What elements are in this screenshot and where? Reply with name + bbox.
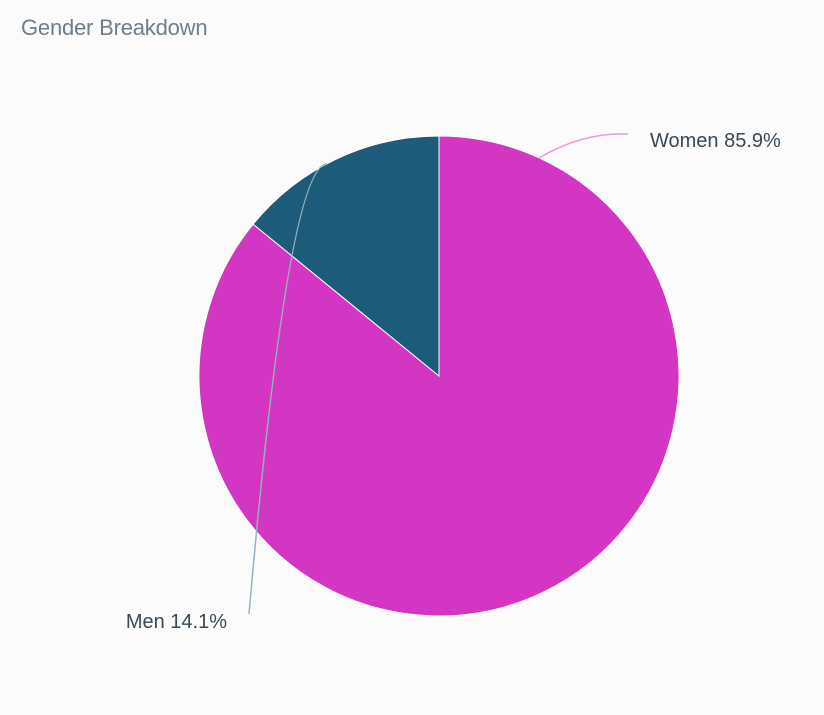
chart-title: Gender Breakdown	[21, 15, 208, 40]
leader-line-women	[538, 133, 629, 159]
slice-label-women: Women 85.9%	[650, 130, 781, 152]
leader-lines	[248, 133, 629, 615]
slice-labels: Women 85.9% Men 14.1%	[126, 130, 781, 633]
slice-label-men: Men 14.1%	[126, 611, 227, 633]
pie-slices	[198, 135, 680, 617]
leader-line-men	[248, 163, 327, 615]
pie-slice-men[interactable]	[252, 135, 440, 378]
